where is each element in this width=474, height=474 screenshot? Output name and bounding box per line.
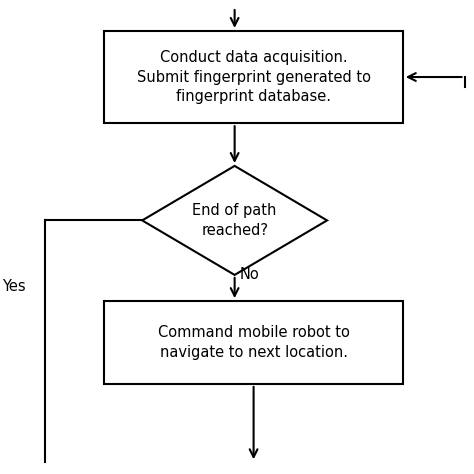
Text: Command mobile robot to
navigate to next location.: Command mobile robot to navigate to next…: [158, 325, 349, 360]
Text: No: No: [239, 266, 259, 282]
Polygon shape: [142, 166, 327, 275]
Bar: [104, 301, 403, 384]
Text: End of path
reached?: End of path reached?: [192, 203, 277, 238]
Text: Yes: Yes: [2, 279, 26, 294]
Bar: [104, 31, 403, 123]
Text: Conduct data acquisition.
Submit fingerprint generated to
fingerprint database.: Conduct data acquisition. Submit fingerp…: [137, 50, 371, 104]
